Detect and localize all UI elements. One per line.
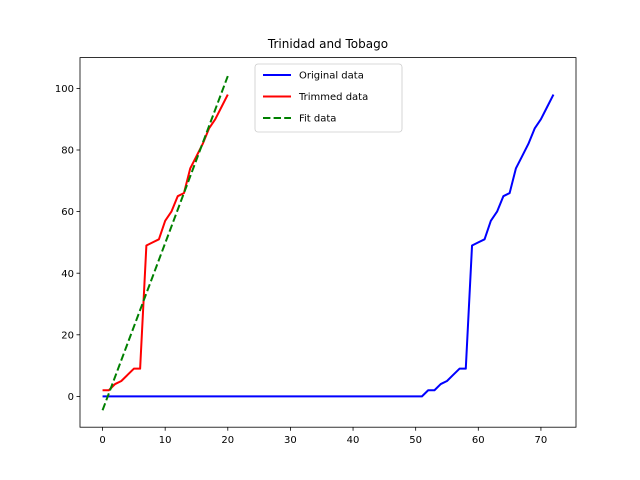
legend-label: Original data [299, 71, 364, 82]
y-tick-label: 20 [61, 330, 74, 341]
series-layer [101, 75, 555, 411]
plot-frame [79, 57, 577, 428]
y-tick-label: 80 [61, 146, 74, 157]
legend-label: Fit data [299, 114, 336, 125]
x-tick-label: 60 [472, 435, 485, 446]
y-tick-label: 60 [61, 207, 74, 218]
chart-title: Trinidad and Tobago [267, 37, 388, 51]
x-tick-label: 10 [159, 435, 172, 446]
x-tick-label: 30 [284, 435, 297, 446]
series-line-2 [101, 75, 229, 411]
y-tick-label: 40 [61, 269, 74, 280]
legend: Original data Trimmed data Fit data [254, 63, 403, 133]
x-tick-label: 70 [535, 435, 548, 446]
x-tick-label: 0 [99, 435, 105, 446]
legend-label: Trimmed data [298, 92, 368, 103]
x-axis: 0 10 20 30 40 50 60 70 [99, 427, 547, 446]
y-tick-label: 100 [55, 84, 74, 95]
legend-box [254, 63, 403, 133]
x-tick-label: 20 [221, 435, 234, 446]
x-tick-label: 40 [347, 435, 360, 446]
x-tick-label: 50 [409, 435, 422, 446]
series-line-0 [102, 94, 555, 398]
y-tick-label: 0 [68, 392, 74, 403]
series-line-1 [102, 94, 229, 392]
y-axis: 0 20 40 60 80 100 [55, 84, 80, 403]
